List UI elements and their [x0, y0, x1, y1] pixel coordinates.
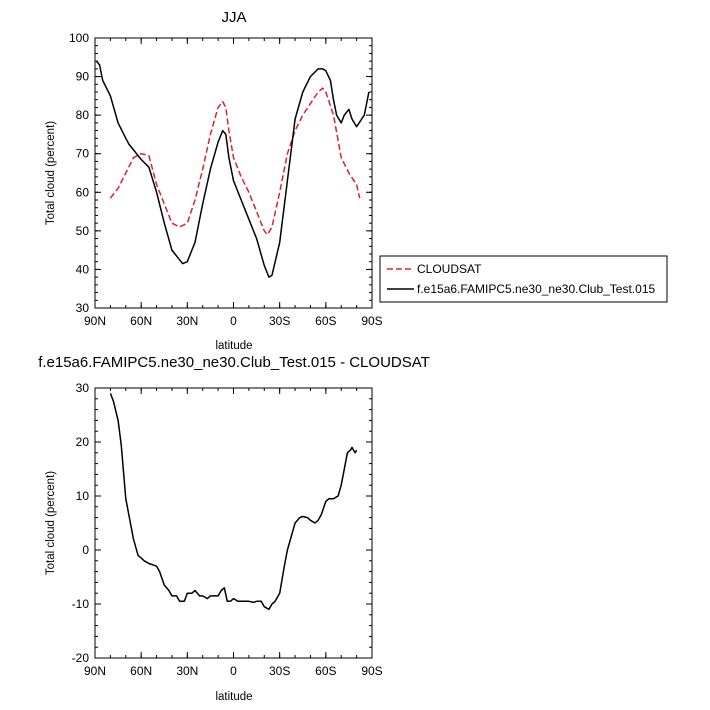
- x-tick-label: 90S: [361, 664, 382, 678]
- bottom-chart-title: f.e15a6.FAMIPC5.ne30_ne30.Club_Test.015 …: [38, 354, 430, 371]
- y-tick-label: 0: [82, 543, 89, 557]
- x-tick-label: 90S: [361, 314, 382, 328]
- x-tick-label: 30S: [269, 314, 290, 328]
- y-tick-label: 10: [76, 489, 90, 503]
- legend-label-model: f.e15a6.FAMIPC5.ne30_ne30.Club_Test.015: [417, 282, 655, 296]
- x-tick-label: 60S: [315, 664, 336, 678]
- legend: CLOUDSAT f.e15a6.FAMIPC5.ne30_ne30.Club_…: [379, 255, 668, 303]
- y-tick-label: 30: [76, 301, 90, 315]
- x-tick-label: 30S: [269, 664, 290, 678]
- bottom-chart-panel: f.e15a6.FAMIPC5.ne30_ne30.Club_Test.015 …: [38, 354, 430, 703]
- x-tick-label: 60S: [315, 314, 336, 328]
- bottom-axis-ticks: 90N 60N 30N 0 30S 60S 90S -20 -10 0 10 20 30: [72, 381, 383, 678]
- y-tick-label: 60: [76, 185, 90, 199]
- y-tick-label: -20: [72, 651, 90, 665]
- series-line-model: [95, 60, 370, 278]
- y-tick-label: 20: [76, 435, 90, 449]
- bottom-y-axis-title: Total cloud (percent): [45, 471, 57, 575]
- x-tick-label: 30N: [176, 314, 198, 328]
- x-tick-label: 0: [230, 664, 237, 678]
- x-tick-label: 0: [230, 314, 237, 328]
- x-tick-label: 60N: [130, 314, 152, 328]
- top-axis-ticks: 90N 60N 30N 0 30S 60S 90S 30 40 50 60 70 80 90 100: [69, 31, 383, 328]
- top-x-axis-title: latitude: [215, 340, 252, 352]
- series-line-cloudsat: [109, 87, 361, 236]
- top-chart-title: JJA: [221, 9, 246, 26]
- y-tick-label: 80: [76, 108, 90, 122]
- y-tick-label: 40: [76, 262, 90, 276]
- legend-box: [379, 255, 668, 303]
- y-tick-label: 30: [76, 381, 90, 395]
- x-tick-label: 30N: [176, 664, 198, 678]
- top-series-group: [95, 60, 370, 278]
- y-tick-label: 50: [76, 224, 90, 238]
- bottom-series-group: [109, 393, 358, 611]
- bottom-x-axis-title: latitude: [215, 691, 252, 703]
- x-tick-label: 90N: [84, 314, 106, 328]
- y-tick-label: 90: [76, 70, 90, 84]
- y-tick-label: 70: [76, 147, 90, 161]
- top-y-axis-title: Total cloud (percent): [45, 121, 57, 225]
- bottom-plot-frame: [94, 387, 373, 659]
- x-tick-label: 60N: [130, 664, 152, 678]
- x-tick-label: 90N: [84, 664, 106, 678]
- top-chart-panel: JJA 90N 60N 30N 0 30S 60S 90S 30 40 50 60 70 80 90 100…: [45, 9, 383, 352]
- y-tick-label: 100: [69, 31, 89, 45]
- top-plot-frame: [94, 37, 373, 309]
- series-line-difference: [109, 393, 358, 611]
- legend-label-cloudsat: CLOUDSAT: [417, 262, 482, 276]
- y-tick-label: -10: [72, 597, 90, 611]
